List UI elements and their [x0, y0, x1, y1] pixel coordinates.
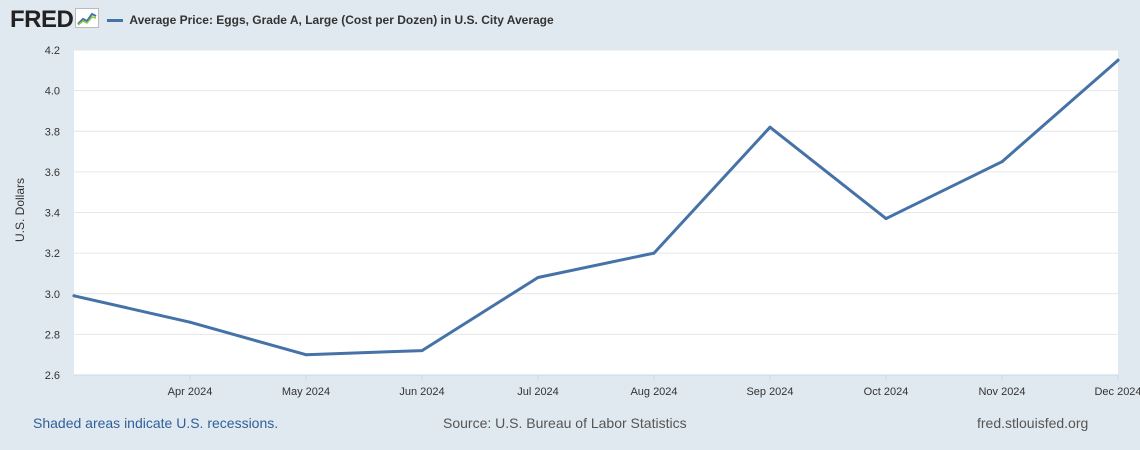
legend-swatch: [107, 18, 124, 22]
x-tick-label: Aug 2024: [630, 386, 677, 398]
y-tick-label: 3.6: [45, 167, 60, 179]
fred-logo[interactable]: FRED: [10, 6, 100, 34]
data-point[interactable]: [884, 217, 888, 221]
recession-note: Shaded areas indicate U.S. recessions.: [33, 415, 279, 431]
source-note: Source: U.S. Bureau of Labor Statistics: [443, 415, 687, 431]
series-line: [72, 58, 1120, 357]
x-tick-label: Jun 2024: [399, 386, 444, 398]
data-point[interactable]: [420, 349, 424, 353]
data-point[interactable]: [1000, 160, 1004, 164]
x-tick-label: Oct 2024: [864, 386, 909, 398]
y-axis-label: U.S. Dollars: [13, 178, 27, 242]
x-tick-label: Sep 2024: [746, 386, 793, 398]
chart-legend: Average Price: Eggs, Grade A, Large (Cos…: [107, 13, 554, 27]
data-point[interactable]: [652, 251, 656, 255]
data-point[interactable]: [304, 353, 308, 357]
data-point[interactable]: [1116, 58, 1120, 62]
line-chart: 2.6 2.8 3.0 3.2 3.4 3.6 3.8 4.0 4.2 Apr 2024 May …: [13, 45, 1140, 398]
line-chart-icon: [75, 7, 100, 33]
y-tick-label: 3.4: [45, 208, 60, 220]
x-tick-label: Jul 2024: [517, 386, 559, 398]
x-axis: Apr 2024 May 2024 Jun 2024 Jul 2024 Aug 2024…: [74, 374, 1140, 398]
x-tick-label: Nov 2024: [978, 386, 1025, 398]
y-tick-label: 2.6: [45, 370, 60, 382]
y-tick-label: 3.8: [45, 126, 60, 138]
x-tick-label: May 2024: [282, 386, 330, 398]
fred-logo-text: FRED: [10, 6, 74, 33]
legend-label: Average Price: Eggs, Grade A, Large (Cos…: [129, 13, 554, 27]
data-point[interactable]: [72, 294, 76, 298]
x-tick-label: Apr 2024: [168, 386, 213, 398]
x-tick-label: Dec 2024: [1094, 386, 1140, 398]
y-tick-label: 3.0: [45, 289, 60, 301]
data-point[interactable]: [536, 276, 540, 279]
data-point[interactable]: [188, 320, 192, 324]
y-tick-label: 2.8: [45, 329, 60, 341]
y-axis: 2.6 2.8 3.0 3.2 3.4 3.6 3.8 4.0 4.2: [45, 45, 60, 382]
y-tick-label: 4.0: [45, 86, 60, 98]
y-tick-label: 4.2: [45, 45, 60, 57]
data-point[interactable]: [768, 125, 772, 129]
series-group: [72, 58, 1120, 357]
site-link[interactable]: fred.stlouisfed.org: [977, 415, 1089, 431]
y-tick-label: 3.2: [45, 248, 60, 260]
chart-footer: Shaded areas indicate U.S. recessions. S…: [0, 415, 1140, 437]
chart-header: FRED Average Price: Eggs, Grade A, Large…: [10, 6, 554, 34]
